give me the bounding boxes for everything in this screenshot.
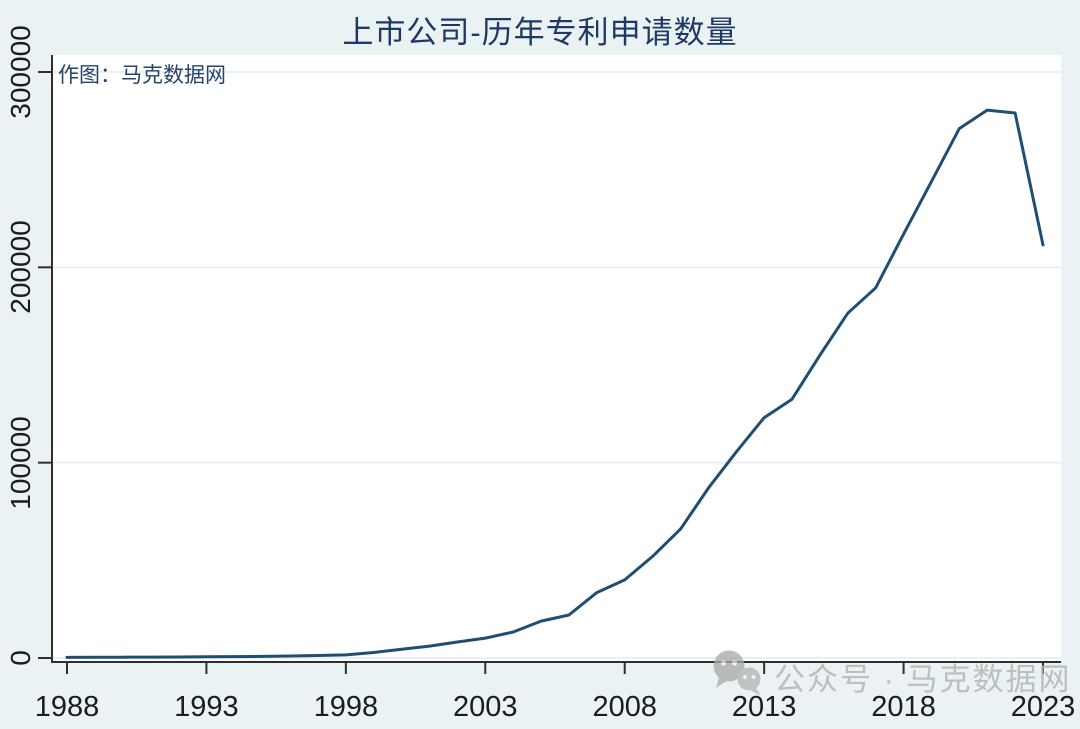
x-tick-label: 2008 — [592, 691, 657, 723]
series-line — [65, 108, 1045, 659]
x-tick-label: 1998 — [313, 691, 379, 723]
wechat-icon — [710, 648, 766, 705]
watermark: 公众号 · 马克数据网 — [710, 648, 1072, 705]
x-tick-label: 1988 — [34, 691, 100, 723]
plot-annotation: 作图：马克数据网 — [58, 64, 226, 87]
watermark-text: 公众号 · 马克数据网 — [774, 662, 1072, 697]
x-tick-label: 2023 — [1010, 691, 1076, 723]
plot-area — [52, 55, 1061, 662]
y-tick-label: 200000 — [5, 220, 36, 315]
y-tick-label: 100000 — [5, 415, 36, 510]
x-tick-label: 2018 — [871, 691, 936, 723]
x-tick-label: 1993 — [174, 691, 239, 723]
x-tick-label: 2013 — [731, 691, 797, 723]
chart-title: 上市公司-历年专利申请数量 — [342, 15, 738, 50]
x-tick-label: 2003 — [453, 691, 518, 723]
y-tick-label: 0 — [5, 650, 36, 666]
